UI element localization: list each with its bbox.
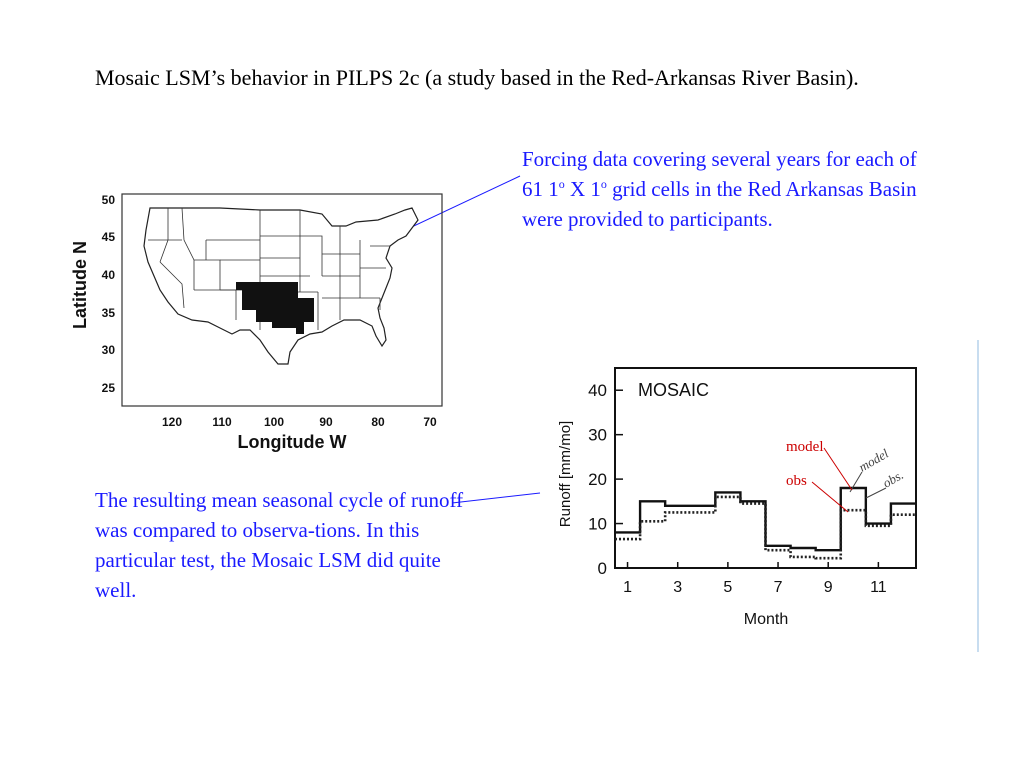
- degree-superscript-1: o: [558, 177, 565, 191]
- x-tick-label: 70: [423, 415, 437, 429]
- legend-obs-label: obs: [786, 473, 807, 489]
- chart-frame: [614, 367, 917, 569]
- map-ylabel: Latitude N: [70, 241, 90, 329]
- x-tick-label: 110: [212, 415, 232, 429]
- map-frame: [121, 193, 443, 407]
- y-tick-label: 10: [588, 515, 607, 534]
- basin-cell-block: [236, 282, 244, 290]
- y-tick-label: 40: [102, 268, 116, 282]
- slide-title: Mosaic LSM’s behavior in PILPS 2c (a stu…: [95, 65, 859, 90]
- basin-cells: [236, 282, 314, 334]
- forcing-note-text-1: Forcing data covering several years for …: [522, 147, 917, 201]
- legend-model-pointer: [823, 447, 853, 491]
- series-line-obs: [615, 495, 916, 560]
- forcing-note: Forcing data covering several years for …: [522, 144, 922, 234]
- forcing-note-text-2: X 1: [564, 177, 601, 201]
- x-tick-label: 1: [623, 579, 632, 596]
- handwritten-obs-label: obs.: [880, 467, 906, 491]
- edge-divider: [977, 340, 979, 652]
- degree-superscript-2: o: [600, 177, 607, 191]
- y-tick-label: 40: [588, 381, 607, 400]
- x-tick-label: 80: [371, 415, 385, 429]
- y-tick-label: 25: [102, 381, 116, 395]
- runoff-chart: MOSAIC Runoff [mm/mo] Month 0 10 20 30 40 1 3…: [557, 367, 917, 628]
- y-tick-label: 20: [588, 470, 607, 489]
- map-y-ticks: 50 45 40 35 30 25: [102, 193, 116, 395]
- basin-cell-block: [296, 328, 304, 334]
- chart-title: MOSAIC: [638, 380, 709, 400]
- y-tick-label: 35: [102, 306, 116, 320]
- series-lines: [615, 486, 916, 560]
- x-tick-label: 5: [723, 579, 732, 596]
- forcing-note-text-3: grid cells in the Red Arkansas Basin wer…: [522, 177, 917, 231]
- y-tick-label: 30: [588, 426, 607, 445]
- x-tick-label: 90: [319, 415, 333, 429]
- basin-cell-block: [272, 322, 304, 328]
- handwritten-model-label: model: [856, 446, 891, 475]
- map-x-ticks: 120 110 100 90 80 70: [162, 415, 437, 429]
- y-axis-ticks: 0 10 20 30 40: [588, 381, 623, 578]
- y-tick-label: 30: [102, 343, 116, 357]
- x-tick-label: 120: [162, 415, 182, 429]
- basin-cell-block: [298, 298, 314, 322]
- handwritten-model-pointer: [849, 471, 863, 493]
- y-tick-label: 50: [102, 193, 116, 207]
- x-tick-label: 100: [264, 415, 284, 429]
- basin-cell-block: [256, 310, 310, 322]
- handwritten-obs-pointer: [865, 487, 887, 499]
- map-figure: 50 45 40 35 30 25 120 110 100 90 80 70 L…: [70, 193, 443, 452]
- chart-xlabel: Month: [744, 611, 788, 628]
- chart-ylabel: Runoff [mm/mo]: [557, 421, 574, 527]
- x-tick-label: 9: [824, 579, 833, 596]
- x-tick-label: 3: [673, 579, 682, 596]
- y-tick-label: 45: [102, 230, 116, 244]
- legend-obs-pointer: [811, 481, 849, 513]
- result-note: The resulting mean seasonal cycle of run…: [95, 488, 464, 602]
- x-tick-label: 11: [870, 579, 887, 596]
- map-xlabel: Longitude W: [238, 432, 347, 452]
- y-tick-label: 0: [598, 559, 607, 578]
- legend-model-label: model: [786, 439, 824, 455]
- x-tick-label: 7: [774, 579, 783, 596]
- x-axis-ticks: 1 3 5 7 9 11: [623, 562, 887, 596]
- basin-cell-block: [242, 282, 298, 310]
